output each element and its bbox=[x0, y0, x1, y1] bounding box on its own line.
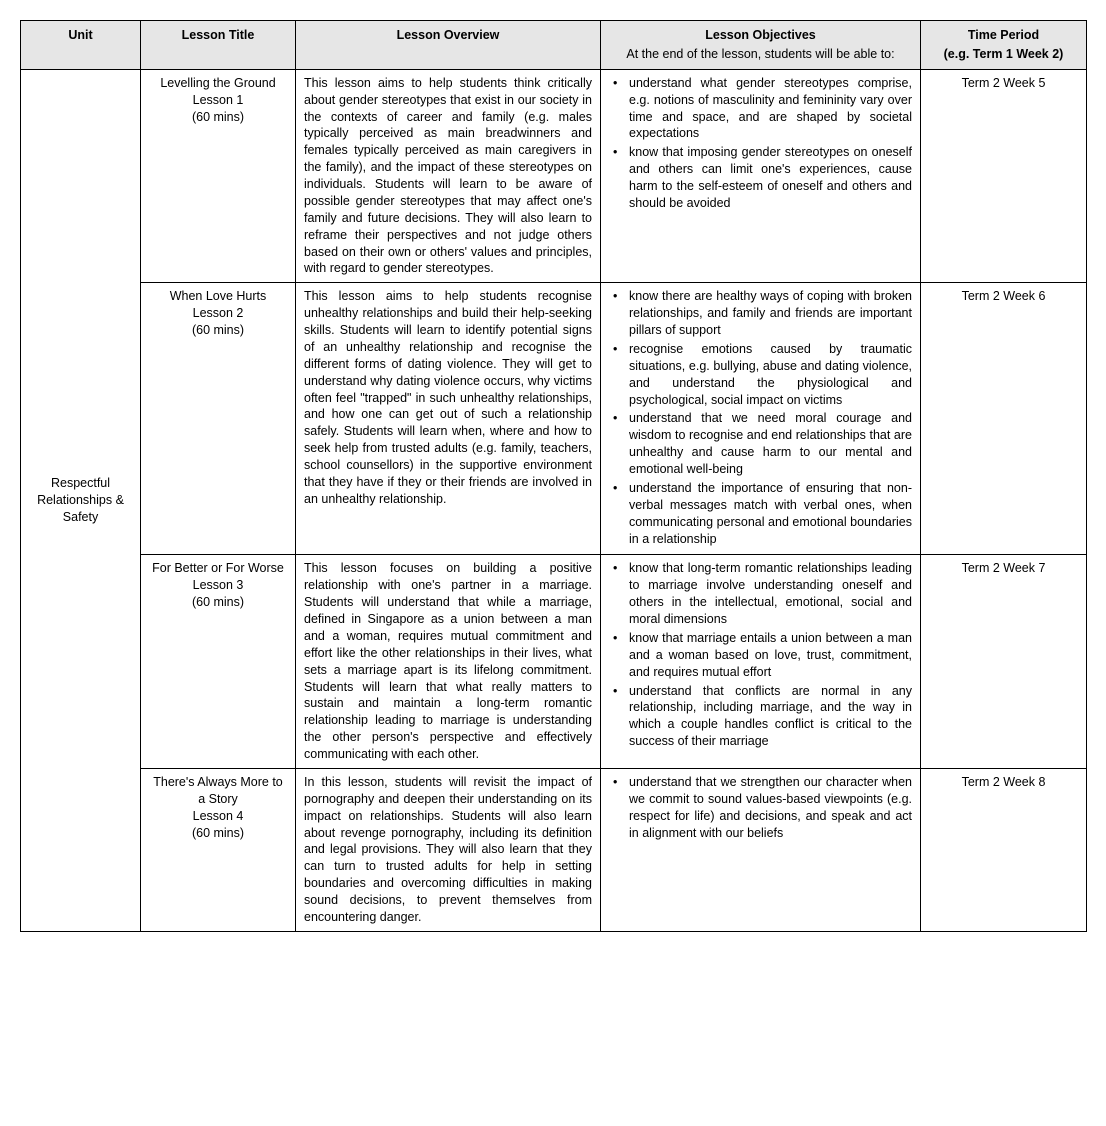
lesson-title-line1: Levelling the Ground bbox=[149, 75, 287, 92]
objectives-list: know there are healthy ways of coping wi… bbox=[609, 288, 912, 547]
objective-item: know that marriage entails a union betwe… bbox=[609, 630, 912, 681]
lesson-title-line2: Lesson 2 bbox=[149, 305, 287, 322]
objective-item: recognise emotions caused by traumatic s… bbox=[609, 341, 912, 409]
lesson-title-line3: (60 mins) bbox=[149, 322, 287, 339]
header-time-sub: (e.g. Term 1 Week 2) bbox=[929, 46, 1078, 63]
lesson-title-line3: (60 mins) bbox=[149, 825, 287, 842]
objectives-list: understand what gender stereotypes compr… bbox=[609, 75, 912, 212]
objective-item: know that imposing gender stereotypes on… bbox=[609, 144, 912, 212]
objective-item: understand that we need moral courage an… bbox=[609, 410, 912, 478]
time-period-cell: Term 2 Week 8 bbox=[921, 768, 1087, 931]
lesson-title-line1: For Better or For Worse bbox=[149, 560, 287, 577]
time-period-cell: Term 2 Week 5 bbox=[921, 69, 1087, 283]
lesson-objectives-cell: know there are healthy ways of coping wi… bbox=[601, 283, 921, 555]
table-row: There's Always More to a StoryLesson 4(6… bbox=[21, 768, 1087, 931]
lesson-title-cell: Levelling the GroundLesson 1(60 mins) bbox=[141, 69, 296, 283]
objectives-list: understand that we strengthen our charac… bbox=[609, 774, 912, 842]
table-row: When Love HurtsLesson 2(60 mins)This les… bbox=[21, 283, 1087, 555]
lesson-title-cell: For Better or For WorseLesson 3(60 mins) bbox=[141, 555, 296, 769]
table-header: Unit Lesson Title Lesson Overview Lesson… bbox=[21, 21, 1087, 70]
lesson-title-line3: (60 mins) bbox=[149, 594, 287, 611]
header-objectives: Lesson Objectives At the end of the less… bbox=[601, 21, 921, 70]
header-objectives-main: Lesson Objectives bbox=[705, 28, 815, 42]
lesson-plan-table: Unit Lesson Title Lesson Overview Lesson… bbox=[20, 20, 1087, 932]
objective-item: understand what gender stereotypes compr… bbox=[609, 75, 912, 143]
lesson-objectives-cell: understand that we strengthen our charac… bbox=[601, 768, 921, 931]
lesson-title-line3: (60 mins) bbox=[149, 109, 287, 126]
objectives-list: know that long-term romantic relationshi… bbox=[609, 560, 912, 750]
lesson-overview-cell: This lesson focuses on building a positi… bbox=[296, 555, 601, 769]
lesson-title-line2: Lesson 3 bbox=[149, 577, 287, 594]
time-period-cell: Term 2 Week 7 bbox=[921, 555, 1087, 769]
objective-item: understand that conflicts are normal in … bbox=[609, 683, 912, 751]
lesson-title-line2: Lesson 4 bbox=[149, 808, 287, 825]
header-unit: Unit bbox=[21, 21, 141, 70]
objective-item: know that long-term romantic relationshi… bbox=[609, 560, 912, 628]
header-overview: Lesson Overview bbox=[296, 21, 601, 70]
lesson-title-line1: When Love Hurts bbox=[149, 288, 287, 305]
objective-item: understand that we strengthen our charac… bbox=[609, 774, 912, 842]
lesson-objectives-cell: understand what gender stereotypes compr… bbox=[601, 69, 921, 283]
lesson-overview-cell: This lesson aims to help students recogn… bbox=[296, 283, 601, 555]
table-body: Respectful Relationships & SafetyLevelli… bbox=[21, 69, 1087, 931]
header-time: Time Period (e.g. Term 1 Week 2) bbox=[921, 21, 1087, 70]
header-title: Lesson Title bbox=[141, 21, 296, 70]
table-row: For Better or For WorseLesson 3(60 mins)… bbox=[21, 555, 1087, 769]
objective-item: understand the importance of ensuring th… bbox=[609, 480, 912, 548]
unit-cell: Respectful Relationships & Safety bbox=[21, 69, 141, 931]
table-row: Respectful Relationships & SafetyLevelli… bbox=[21, 69, 1087, 283]
objective-item: know there are healthy ways of coping wi… bbox=[609, 288, 912, 339]
lesson-title-line1: There's Always More to a Story bbox=[149, 774, 287, 808]
lesson-objectives-cell: know that long-term romantic relationshi… bbox=[601, 555, 921, 769]
lesson-title-cell: When Love HurtsLesson 2(60 mins) bbox=[141, 283, 296, 555]
lesson-title-line2: Lesson 1 bbox=[149, 92, 287, 109]
header-time-main: Time Period bbox=[968, 28, 1039, 42]
time-period-cell: Term 2 Week 6 bbox=[921, 283, 1087, 555]
lesson-overview-cell: This lesson aims to help students think … bbox=[296, 69, 601, 283]
lesson-title-cell: There's Always More to a StoryLesson 4(6… bbox=[141, 768, 296, 931]
header-objectives-sub: At the end of the lesson, students will … bbox=[609, 46, 912, 63]
lesson-overview-cell: In this lesson, students will revisit th… bbox=[296, 768, 601, 931]
